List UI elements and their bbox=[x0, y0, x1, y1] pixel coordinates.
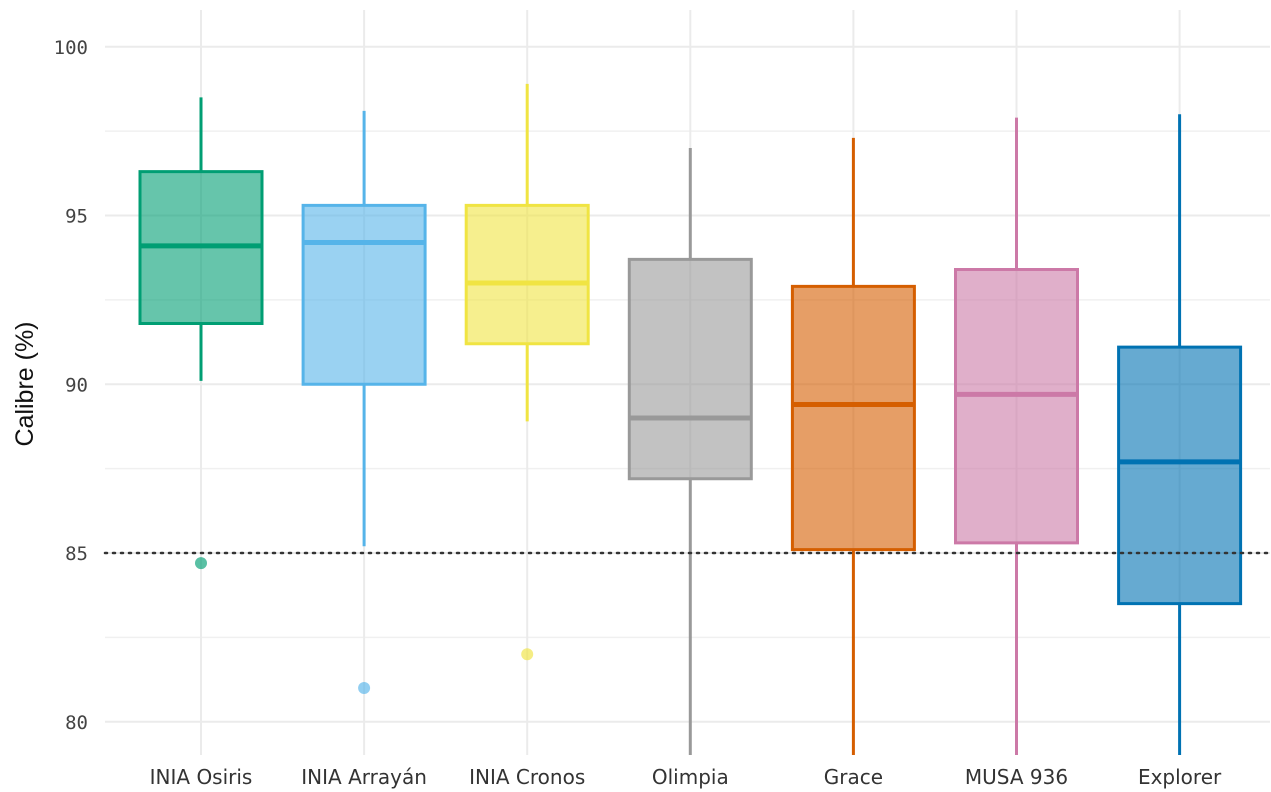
box-iqr bbox=[464, 203, 590, 346]
x-tick-label: INIA Osiris bbox=[150, 765, 253, 789]
x-tick-label: Explorer bbox=[1138, 765, 1222, 789]
y-tick-label: 100 bbox=[54, 37, 88, 59]
x-tick-label: Grace bbox=[824, 765, 883, 789]
box-inia-osiris bbox=[138, 97, 264, 570]
outlier-point bbox=[521, 648, 534, 661]
x-tick-label: MUSA 936 bbox=[965, 765, 1068, 789]
box-inia-array-n bbox=[301, 110, 427, 694]
y-tick-labels: 80 85 90 95 100 bbox=[54, 37, 88, 734]
box-olimpia bbox=[627, 148, 753, 755]
y-axis-title: Calibre (%) bbox=[11, 321, 39, 446]
x-tick-label: INIA Arrayán bbox=[301, 765, 427, 789]
box-musa-936 bbox=[954, 117, 1079, 755]
y-tick-label: 80 bbox=[65, 712, 88, 734]
y-tick-label: 95 bbox=[65, 206, 88, 228]
boxes-layer bbox=[138, 83, 1243, 755]
x-tick-label: Olimpia bbox=[652, 765, 729, 789]
outlier-point bbox=[195, 557, 207, 570]
box-iqr bbox=[627, 257, 753, 481]
box-iqr bbox=[790, 284, 916, 552]
box-iqr bbox=[1117, 345, 1243, 606]
box-inia-cronos bbox=[464, 83, 590, 661]
outlier-point bbox=[358, 682, 371, 694]
x-tick-label: INIA Cronos bbox=[469, 765, 585, 789]
box-grace bbox=[790, 137, 916, 755]
x-tick-labels: INIA Osiris INIA Arrayán INIA Cronos Olimpi… bbox=[150, 765, 1222, 789]
y-tick-label: 90 bbox=[65, 374, 88, 396]
box-explorer bbox=[1117, 114, 1243, 755]
box-iqr bbox=[954, 268, 1079, 545]
y-tick-label: 85 bbox=[65, 543, 88, 565]
box-iqr bbox=[301, 203, 427, 386]
